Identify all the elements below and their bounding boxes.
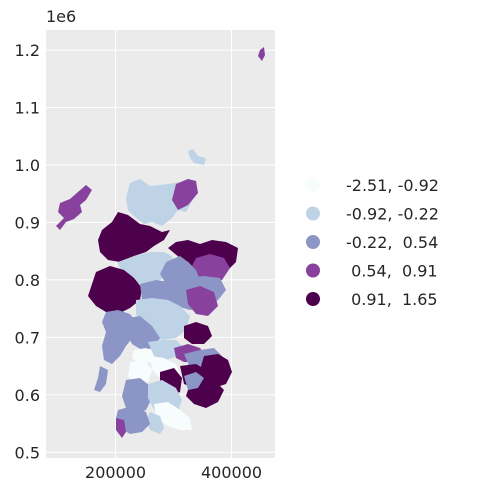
y-tick-label: 1.1 <box>15 99 40 118</box>
y-tick-label: 0.5 <box>15 443 40 462</box>
region-orkney <box>188 149 206 165</box>
region-glasgow <box>132 348 156 364</box>
y-tick-label: 0.9 <box>15 213 40 232</box>
legend-marker <box>306 263 320 278</box>
region-dumfries-south <box>146 412 164 434</box>
x-axis-tick-labels: 200000 400000 <box>85 463 262 482</box>
region-shetland <box>258 47 265 61</box>
legend-label: 0.54, 0.91 <box>346 262 438 281</box>
region-central-belt <box>148 340 184 360</box>
region-argyll-south <box>94 366 108 392</box>
x-tick-label: 400000 <box>201 463 262 482</box>
region-fife <box>184 322 212 344</box>
legend-marker <box>306 206 320 221</box>
region-aberdeen <box>192 254 230 282</box>
legend-label: -0.92, -0.22 <box>346 205 439 224</box>
legend-marker <box>306 292 320 306</box>
y-axis-offset-label: 1e6 <box>46 7 76 26</box>
y-tick-label: 0.7 <box>15 328 40 347</box>
map-regions <box>56 47 265 438</box>
legend-label: 0.91, 1.65 <box>346 290 438 309</box>
region-western-isles <box>56 185 92 230</box>
region-berwick <box>184 372 204 390</box>
y-tick-label: 0.8 <box>15 271 40 290</box>
y-axis-tick-labels: 0.5 0.6 0.7 0.8 0.9 1.0 1.1 1.2 <box>15 41 40 462</box>
region-caithness <box>172 179 198 210</box>
legend: -2.51, -0.92 -0.92, -0.22 -0.22, 0.54 0.54… <box>306 176 439 309</box>
y-tick-label: 0.6 <box>15 386 40 405</box>
region-ayrshire-north <box>128 360 152 384</box>
legend-label: -0.22, 0.54 <box>346 233 438 252</box>
region-west-highland <box>88 266 142 314</box>
region-angus <box>186 286 218 316</box>
legend-marker <box>306 178 320 192</box>
region-nw-highland <box>98 212 170 262</box>
region-dumfries <box>154 402 192 430</box>
region-ayrshire-south <box>122 378 152 414</box>
y-tick-label: 1.0 <box>15 156 40 175</box>
region-galloway-west <box>116 418 126 438</box>
x-tick-label: 200000 <box>85 463 146 482</box>
legend-label: -2.51, -0.92 <box>346 176 439 195</box>
y-tick-label: 1.2 <box>15 41 40 60</box>
legend-marker <box>306 235 320 249</box>
